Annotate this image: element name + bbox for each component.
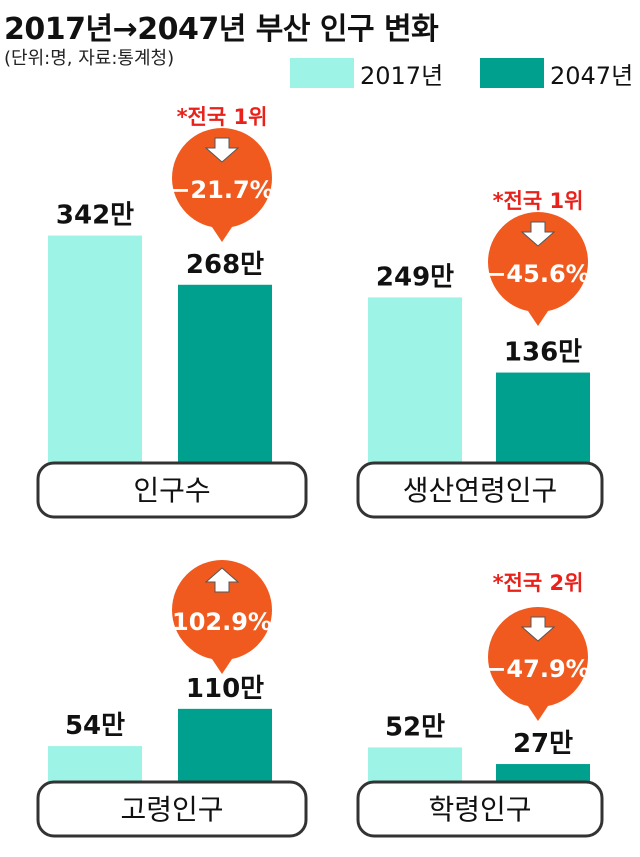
rank-note: *전국 1위 <box>493 189 584 213</box>
change-label: 102.9% <box>172 608 272 636</box>
bubble-circle <box>172 128 272 228</box>
bar-2047 <box>178 284 272 463</box>
change-bubble: −45.6% <box>486 212 590 326</box>
value-label: 268만 <box>186 250 264 280</box>
bubble-tail <box>526 308 550 326</box>
bar-2047 <box>496 764 590 782</box>
bar-2047 <box>178 708 272 782</box>
legend-item-2017: 2017년 <box>290 58 444 90</box>
legend-label-2017: 2017년 <box>360 61 444 90</box>
legend-item-2047: 2047년 <box>480 58 634 90</box>
category-label: 학령인구 <box>428 793 531 826</box>
value-label: 27만 <box>513 729 573 759</box>
value-label: 249만 <box>376 262 454 292</box>
bubble-tail <box>210 224 234 242</box>
value-label: 52만 <box>385 712 445 742</box>
category-box <box>36 461 308 519</box>
category-label: 인구수 <box>133 474 210 507</box>
bar-2047 <box>496 372 590 463</box>
category-label: 고령인구 <box>120 793 223 826</box>
bubble-circle <box>172 560 272 660</box>
chart-subtitle: (단위:명, 자료:통계청) <box>4 48 175 69</box>
change-label: −47.9% <box>486 655 589 683</box>
bar-2017 <box>368 297 462 463</box>
arrow-down-icon <box>520 221 556 247</box>
category-box <box>36 780 308 838</box>
bubble-circle <box>488 607 588 707</box>
change-bubble: 102.9% <box>172 560 272 674</box>
chart-title: 2017년→2047년 부산 인구 변화 <box>4 12 439 47</box>
rank-note: *전국 2위 <box>493 571 584 595</box>
bar-2017 <box>48 235 142 463</box>
legend-label-2047: 2047년 <box>550 61 634 90</box>
bubble-circle <box>488 212 588 312</box>
change-bubble: −47.9% <box>486 607 590 721</box>
arrow-up-icon <box>204 567 240 593</box>
change-label: −21.7% <box>170 176 273 204</box>
arrow-down-icon <box>520 616 556 642</box>
legend-swatch-2047 <box>480 58 544 88</box>
value-label: 342만 <box>56 201 134 231</box>
value-label: 54만 <box>65 711 125 741</box>
rank-note: *전국 1위 <box>177 105 268 129</box>
bubble-tail <box>526 703 550 721</box>
category-box <box>356 780 604 838</box>
bar-2017 <box>368 747 462 782</box>
legend-swatch-2017 <box>290 58 354 88</box>
bubble-tail <box>210 656 234 674</box>
change-label: −45.6% <box>486 260 589 288</box>
change-bubble: −21.7% <box>170 128 274 242</box>
bar-2017 <box>48 746 142 782</box>
category-box <box>356 461 604 519</box>
arrow-down-icon <box>204 137 240 163</box>
value-label: 110만 <box>186 674 264 704</box>
value-label: 136만 <box>504 338 582 368</box>
category-label: 생산연령인구 <box>403 474 558 507</box>
